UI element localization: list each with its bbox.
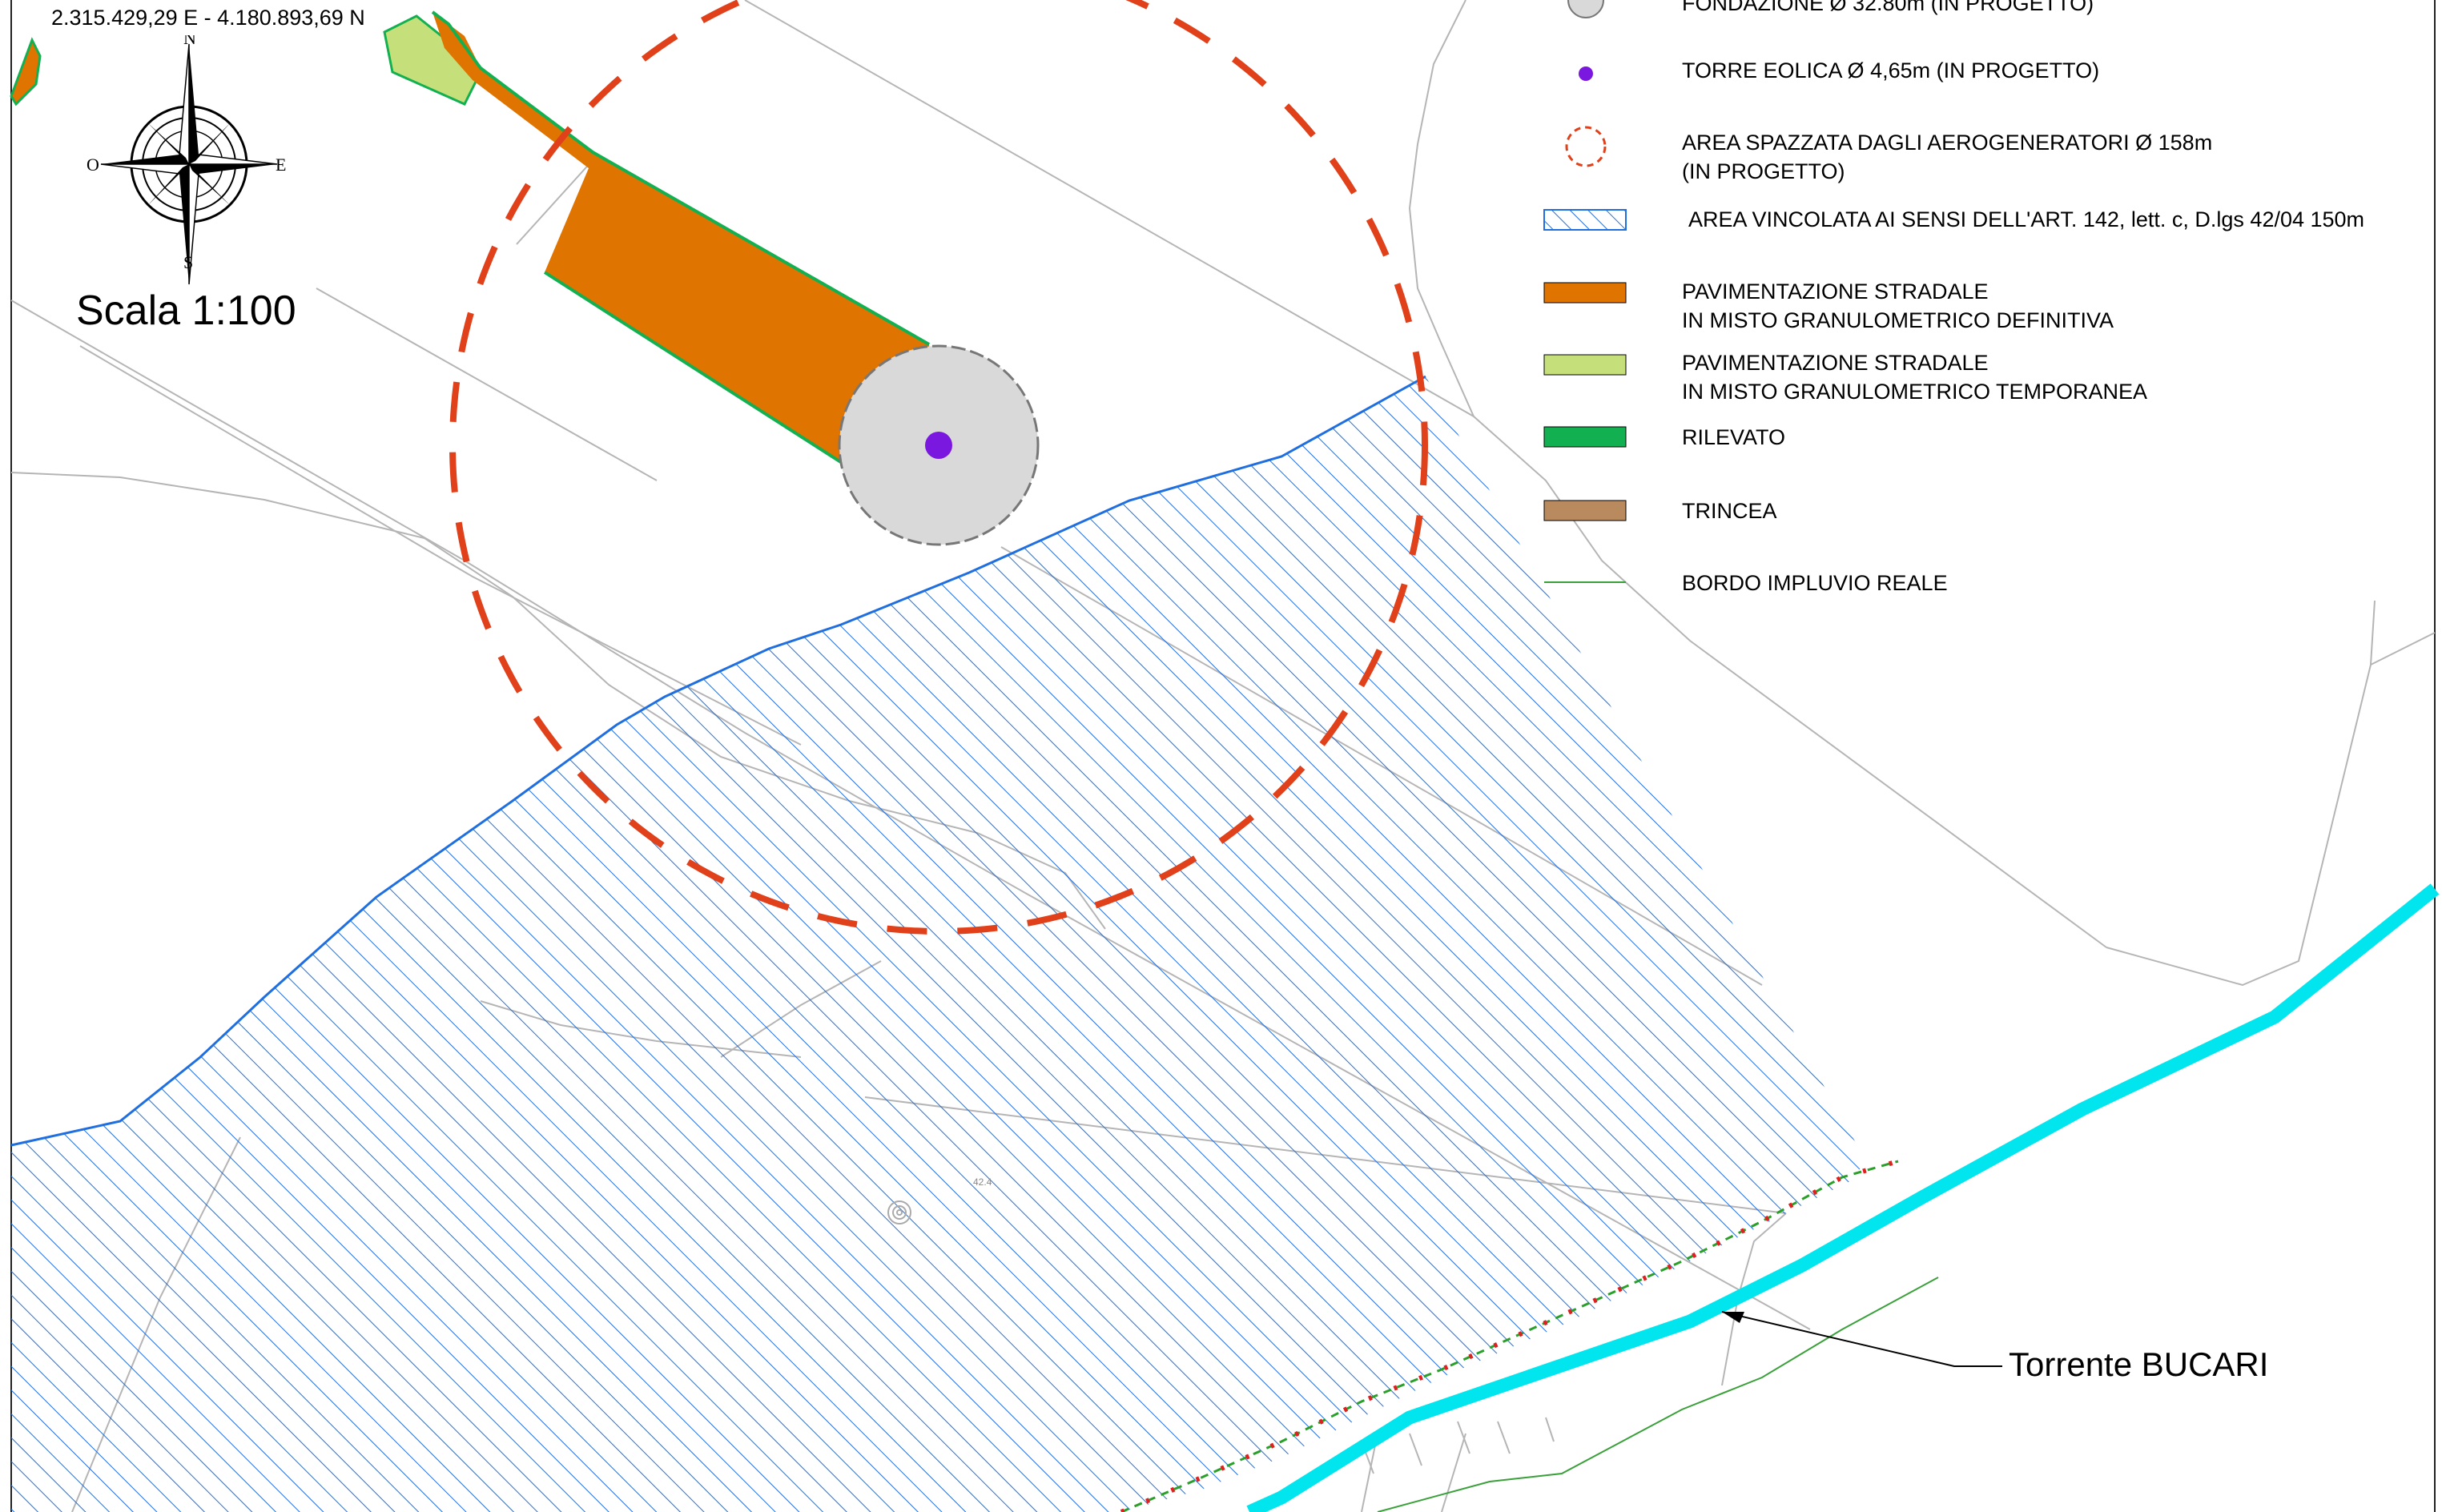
legend-label: FONDAZIONE Ø 32.80m (IN PROGETTO) [1682,0,2094,15]
legend-label: TRINCEA [1682,499,1777,523]
wind-tower[interactable] [925,432,952,459]
river-leader-arrowhead [1722,1312,1744,1323]
terrain-lines [10,0,2436,1512]
river-bucari [1246,883,2440,1512]
legend-symbol-pav-temporanea [1543,354,1627,376]
constraint-area-border [10,375,1426,1147]
legend-label: RILEVATO [1682,425,1786,449]
coordinates-label: 2.315.429,29 E - 4.180.893,69 N [40,0,376,35]
watershed-border [1377,1277,1939,1512]
compass-rose: N S E O [86,28,286,285]
scale-label: Scala 1:100 [76,288,296,334]
legend-label: TORRE EOLICA Ø 4,65m (IN PROGETTO) [1682,58,2100,82]
embankment-road-edge-lower [543,271,859,474]
legend-label: BORDO IMPLUVIO REALE [1682,571,1948,595]
road-definitive [432,12,941,472]
legend-symbol-area-spazzata [1565,126,1607,167]
legend-label: AREA SPAZZATA DAGLI AEROGENERATORI Ø 158… [1682,131,2213,183]
legend-label: PAVIMENTAZIONE STRADALE IN MISTO GRANULO… [1682,351,2148,404]
legend-label: PAVIMENTAZIONE STRADALE IN MISTO GRANULO… [1682,279,2114,332]
legend-symbol-trincea [1543,500,1627,521]
benchmark-marker [887,1200,911,1224]
legend-symbol-pav-definitiva [1543,282,1627,304]
compass-west: O [86,155,99,175]
legend-symbol-area-vincolata [1543,209,1627,231]
legend-label: AREA VINCOLATA AI SENSI DELL'ART. 142, l… [1688,207,2365,231]
road-definitive-top-left [10,37,42,107]
elevation-label: 42.4 [973,1176,992,1188]
embankment-road-edge [431,10,930,346]
swept-area-circle [449,0,1428,935]
legend-symbols [1543,0,1627,583]
river-leader-line [1721,1311,2002,1367]
slope-ticks [1361,1417,1555,1474]
legend-symbol-rilevato [1543,426,1627,448]
legend-symbol-torre [1579,66,1593,81]
compass-south: S [183,252,193,272]
embankment-edge-marks [1120,1159,1899,1512]
compass-east: E [276,155,286,175]
river-label: Torrente BUCARI [2009,1345,2269,1383]
constraint-area [11,376,1866,1512]
legend-symbol-fondazione [1567,0,1604,18]
